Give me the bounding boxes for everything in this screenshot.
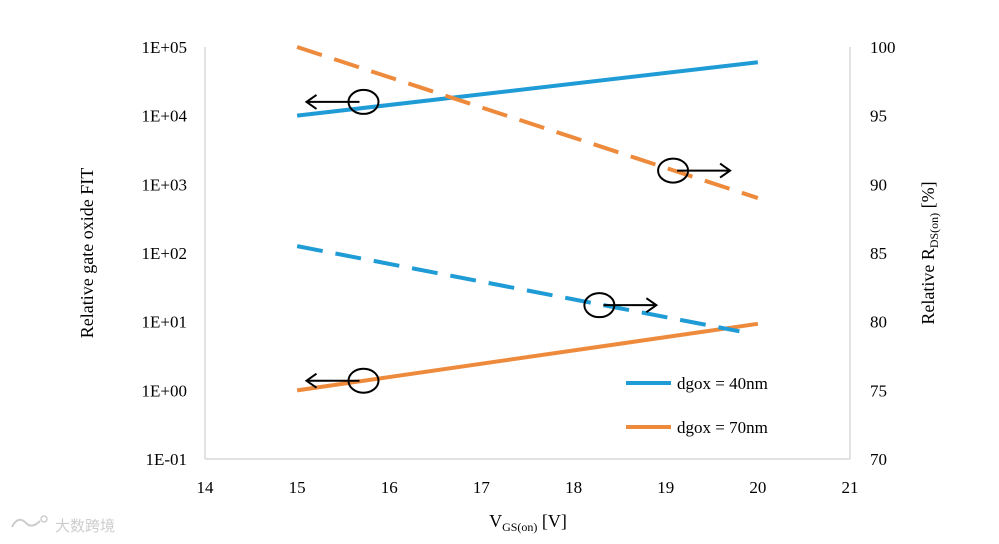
right-y-tick-label: 70 [870, 450, 887, 469]
left-y-axis-title: Relative gate oxide FIT [77, 168, 97, 338]
right-y-tick-label: 85 [870, 244, 887, 263]
right-y-axis-title-sub: DS(on) [927, 213, 941, 248]
left-y-tick-labels: 1E-01 1E+00 1E+01 1E+02 1E+03 1E+04 1E+05 [142, 38, 188, 469]
x-tick-label: 19 [657, 478, 674, 497]
x-tick-label: 14 [197, 478, 215, 497]
right-y-tick-label: 100 [870, 38, 896, 57]
right-y-tick-label: 95 [870, 107, 887, 126]
right-y-axis-title-unit: [%] [918, 181, 938, 212]
series-line-3 [296, 45, 759, 200]
watermark: 大数跨境 [11, 515, 115, 535]
annotation-arrowhead [719, 162, 732, 179]
series-layer [296, 45, 759, 393]
x-tick-label: 17 [473, 478, 491, 497]
left-y-tick-label: 1E+03 [142, 175, 187, 194]
left-y-tick-label: 1E-01 [145, 450, 187, 469]
left-y-tick-label: 1E+04 [142, 107, 188, 126]
right-y-tick-label: 90 [870, 175, 887, 194]
right-y-axis-title: Relative RDS(on) [%] [918, 181, 941, 324]
annotation-arrowhead [304, 94, 318, 110]
x-tick-labels: 14 15 16 17 18 19 20 21 [197, 478, 859, 497]
x-axis-title-unit: [V] [537, 511, 567, 531]
x-axis-title-main: V [489, 511, 502, 531]
right-y-tick-label: 80 [870, 313, 887, 332]
right-y-tick-label: 75 [870, 381, 887, 400]
x-tick-label: 15 [289, 478, 306, 497]
x-axis-title-sub: GS(on) [502, 520, 537, 534]
series-line-1 [296, 321, 759, 393]
x-tick-label: 18 [565, 478, 582, 497]
watermark-logo-icon [11, 518, 41, 528]
left-y-tick-label: 1E+01 [142, 313, 187, 332]
watermark-text: 大数跨境 [55, 517, 115, 535]
x-tick-label: 16 [381, 478, 398, 497]
x-tick-label: 20 [749, 478, 766, 497]
annotation-arrowhead [645, 297, 659, 314]
x-axis-title: VGS(on) [V] [489, 511, 567, 534]
left-y-tick-label: 1E+02 [142, 244, 187, 263]
left-y-tick-label: 1E+05 [142, 38, 187, 57]
legend: dgox = 40nm dgox = 70nm [626, 374, 768, 437]
annotation-layer [304, 88, 732, 394]
watermark-dot-icon [40, 515, 48, 523]
legend-label-70nm: dgox = 70nm [677, 418, 768, 437]
right-y-tick-labels: 70 75 80 85 90 95 100 [870, 38, 896, 469]
series-line-2 [296, 244, 740, 334]
plot-frame [204, 47, 851, 460]
series-line-0 [296, 60, 759, 118]
left-y-tick-label: 1E+00 [142, 381, 187, 400]
right-y-axis-title-main: Relative R [918, 248, 938, 324]
annotation-arrowhead [304, 372, 318, 389]
x-tick-label: 21 [842, 478, 859, 497]
legend-label-40nm: dgox = 40nm [677, 374, 768, 393]
